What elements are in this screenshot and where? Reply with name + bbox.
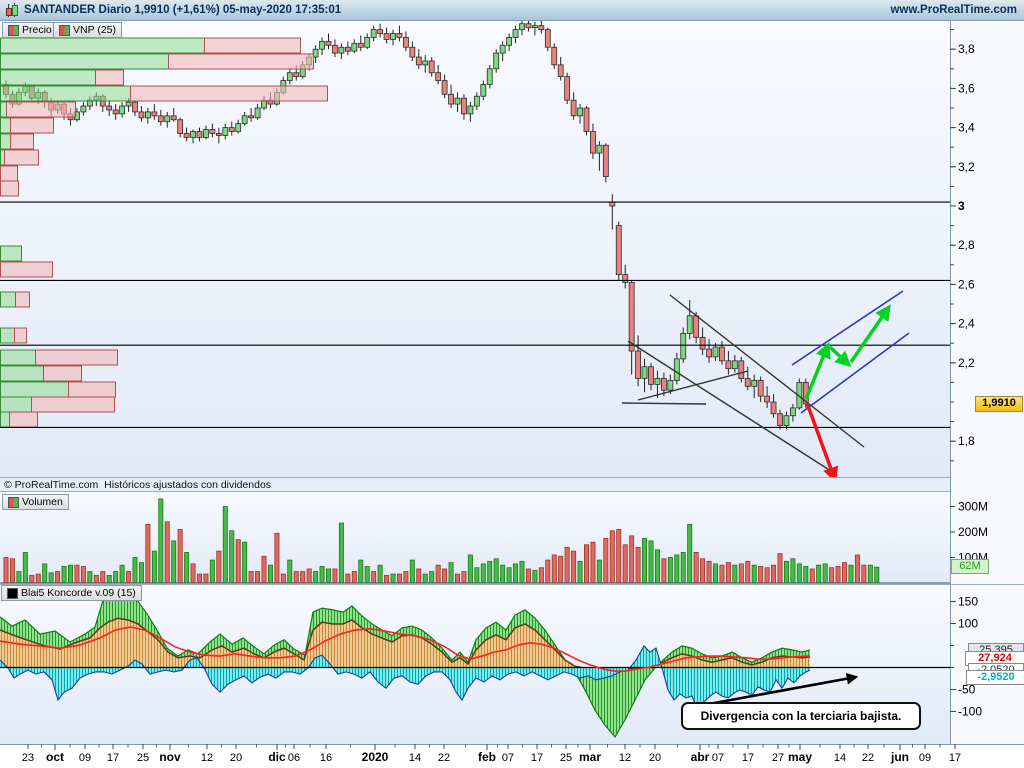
- svg-text:2020: 2020: [362, 750, 389, 764]
- koncorde-legend-icon: [7, 587, 18, 599]
- tab-precio-label: Precio: [22, 24, 52, 36]
- svg-text:27: 27: [772, 752, 784, 764]
- svg-text:feb: feb: [478, 750, 496, 764]
- tab-koncorde[interactable]: Blai5 Koncorde v.09 (15): [1, 585, 142, 601]
- svg-text:12: 12: [619, 752, 631, 764]
- koncorde-cyan-badge: -2,9520: [966, 670, 1024, 685]
- tab-koncorde-label: Blai5 Koncorde v.09 (15): [21, 587, 136, 599]
- price-legend-icon: [8, 24, 19, 36]
- svg-text:100: 100: [958, 617, 978, 631]
- svg-text:2,6: 2,6: [958, 277, 975, 291]
- svg-text:3,6: 3,6: [958, 81, 975, 95]
- svg-text:150: 150: [958, 595, 978, 609]
- copyright-note: © ProRealTime.com Históricos ajustados c…: [4, 479, 272, 491]
- svg-text:mar: mar: [579, 750, 601, 764]
- svg-text:09: 09: [79, 752, 91, 764]
- svg-text:25: 25: [560, 752, 572, 764]
- svg-text:23: 23: [22, 752, 34, 764]
- svg-text:200M: 200M: [958, 525, 988, 539]
- svg-text:12: 12: [201, 752, 213, 764]
- svg-text:3,8: 3,8: [958, 42, 975, 56]
- svg-text:jun: jun: [890, 750, 909, 764]
- svg-text:3,4: 3,4: [958, 121, 975, 135]
- svg-text:1,8: 1,8: [958, 434, 975, 448]
- svg-text:07: 07: [712, 752, 724, 764]
- svg-text:16: 16: [320, 752, 332, 764]
- svg-text:abr: abr: [691, 750, 710, 764]
- svg-text:-50: -50: [958, 683, 976, 697]
- svg-text:2,8: 2,8: [958, 238, 975, 252]
- last-volume-badge: 62M: [951, 559, 989, 574]
- svg-text:dic: dic: [268, 750, 286, 764]
- svg-text:may: may: [788, 750, 812, 764]
- last-price-badge: 1,9910: [975, 396, 1023, 412]
- instrument-title: SANTANDER Diario 1,9910 (+1,61%) 05-may-…: [24, 4, 342, 16]
- svg-text:3,2: 3,2: [958, 160, 975, 174]
- svg-text:22: 22: [438, 752, 450, 764]
- svg-text:3: 3: [958, 199, 965, 213]
- svg-text:22: 22: [862, 752, 874, 764]
- svg-text:oct: oct: [46, 750, 64, 764]
- volume-legend-icon: [8, 496, 19, 508]
- tab-vnp-label: VNP (25): [73, 24, 116, 36]
- svg-text:nov: nov: [159, 750, 181, 764]
- svg-text:17: 17: [949, 752, 961, 764]
- svg-text:17: 17: [531, 752, 543, 764]
- svg-text:09: 09: [919, 752, 931, 764]
- svg-text:07: 07: [502, 752, 514, 764]
- svg-text:2,2: 2,2: [958, 356, 975, 370]
- svg-text:-100: -100: [958, 705, 982, 719]
- tab-volumen[interactable]: Volumen: [2, 494, 69, 510]
- vnp-legend-icon: [59, 24, 70, 36]
- tab-vnp[interactable]: VNP (25): [53, 22, 122, 38]
- tab-precio[interactable]: Precio: [2, 22, 58, 38]
- svg-text:06: 06: [288, 752, 300, 764]
- svg-text:2,4: 2,4: [958, 317, 975, 331]
- candlestick-icon: [4, 2, 19, 18]
- svg-text:25: 25: [137, 752, 149, 764]
- svg-text:17: 17: [107, 752, 119, 764]
- svg-text:14: 14: [409, 752, 421, 764]
- title-bar: SANTANDER Diario 1,9910 (+1,61%) 05-may-…: [0, 0, 1024, 21]
- svg-text:300M: 300M: [958, 500, 988, 514]
- svg-text:14: 14: [834, 752, 846, 764]
- svg-text:20: 20: [649, 752, 661, 764]
- svg-text:20: 20: [230, 752, 242, 764]
- divergence-annotation[interactable]: Divergencia con la terciaria bajista.: [681, 702, 921, 730]
- prorealtime-url: www.ProRealTime.com: [890, 4, 1017, 16]
- svg-text:17: 17: [742, 752, 754, 764]
- tab-volumen-label: Volumen: [22, 496, 63, 508]
